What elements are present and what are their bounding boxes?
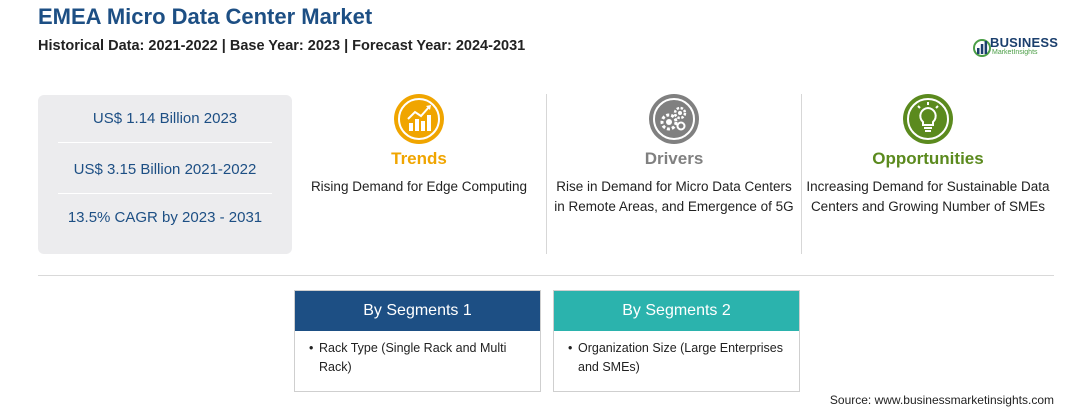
segment-1-title: By Segments 1	[295, 291, 540, 331]
trends-label: Trends	[391, 149, 447, 168]
segment-2-item: • Organization Size (Large Enterprises a…	[554, 331, 799, 377]
lightbulb-icon	[903, 94, 953, 144]
source-note: Source: www.businessmarketinsights.com	[829, 393, 1054, 407]
globe-logo-icon	[973, 39, 991, 57]
brand-logo: BUSINESS MarketInsights	[972, 33, 1067, 63]
bullet: •	[568, 341, 573, 355]
page-subtitle: Historical Data: 2021-2022 | Base Year: …	[38, 38, 526, 54]
stat-market-value-historical: US$ 3.15 Billion 2021-2022	[73, 161, 257, 178]
column-divider	[801, 94, 802, 254]
segment-card-2: By Segments 2 • Organization Size (Large…	[553, 290, 800, 392]
stats-panel: US$ 1.14 Billion 2023 US$ 3.15 Billion 2…	[38, 95, 292, 254]
stat-cagr: 13.5% CAGR by 2023 - 2031	[67, 209, 263, 226]
trend-chart-icon	[394, 94, 444, 144]
opportunities-label: Opportunities	[872, 149, 984, 168]
page-title: EMEA Micro Data Center Market	[38, 4, 373, 29]
column-divider	[546, 94, 547, 254]
bullet: •	[309, 341, 314, 355]
trends-column: Trends Rising Demand for Edge Computing	[296, 92, 542, 197]
gears-icon	[649, 94, 699, 144]
section-divider	[38, 275, 1054, 276]
segment-1-item-text: Rack Type (Single Rack and Multi Rack)	[319, 341, 507, 374]
opportunities-description: Increasing Demand for Sustainable Data C…	[806, 179, 1050, 214]
segment-2-item-text: Organization Size (Large Enterprises and…	[578, 341, 783, 374]
trends-description: Rising Demand for Edge Computing	[310, 179, 528, 194]
drivers-label: Drivers	[644, 149, 704, 168]
drivers-description: Rise in Demand for Micro Data Centers in…	[554, 179, 794, 214]
segment-2-title: By Segments 2	[554, 291, 799, 331]
segment-1-item: • Rack Type (Single Rack and Multi Rack)	[295, 331, 540, 377]
stat-divider	[58, 142, 272, 143]
logo-brand-text: BUSINESS	[990, 35, 1059, 50]
drivers-column: Drivers Rise in Demand for Micro Data Ce…	[551, 92, 797, 217]
opportunities-column: Opportunities Increasing Demand for Sust…	[805, 92, 1051, 217]
stat-market-value-2023: US$ 1.14 Billion 2023	[92, 110, 238, 127]
logo-sub-text: MarketInsights	[992, 49, 1038, 56]
segment-card-1: By Segments 1 • Rack Type (Single Rack a…	[294, 290, 541, 392]
stat-divider	[58, 193, 272, 194]
